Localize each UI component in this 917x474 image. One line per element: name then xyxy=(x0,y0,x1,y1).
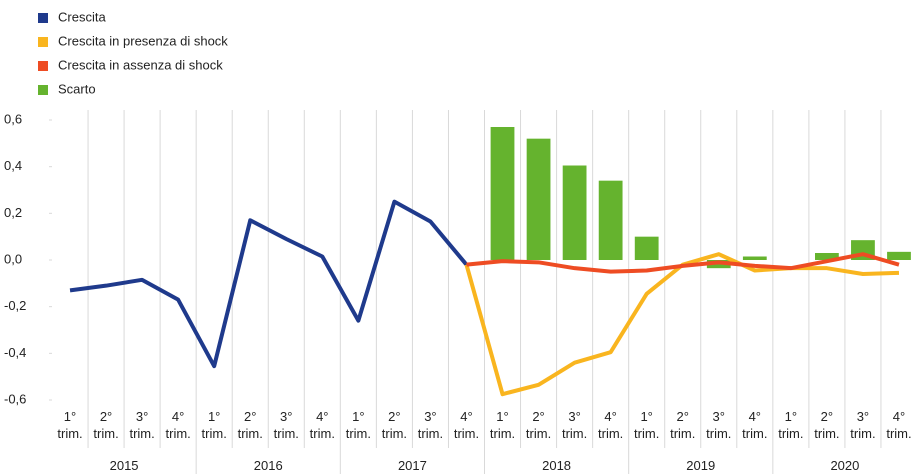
x-tick-label: 3° trim. xyxy=(129,409,155,441)
legend-swatch xyxy=(38,37,48,47)
bar xyxy=(742,256,767,260)
bar xyxy=(634,236,659,260)
year-label: 2020 xyxy=(830,458,860,473)
year-label: 2019 xyxy=(686,458,716,473)
y-tick-label: 0,4 xyxy=(4,158,22,173)
x-tick-label: 2° trim. xyxy=(525,409,552,441)
x-tick-label: 1° trim. xyxy=(489,409,516,441)
bar xyxy=(815,253,839,260)
x-tick-label: 2° trim. xyxy=(814,409,840,441)
line xyxy=(466,252,900,274)
bar xyxy=(562,165,587,260)
x-tick-label: 3° trim. xyxy=(706,409,732,441)
y-tick-label: 0,6 xyxy=(4,111,22,126)
x-tick-label: 1° trim. xyxy=(778,409,804,441)
y-tick-label: -0,4 xyxy=(4,345,26,360)
legend-label: Crescita xyxy=(58,9,106,24)
year-label: 2018 xyxy=(542,458,572,473)
line xyxy=(69,199,469,369)
x-tick-label: 4° trim. xyxy=(598,409,624,441)
x-tick-label: 1° trim. xyxy=(201,409,227,441)
y-tick-label: 0,2 xyxy=(4,205,22,220)
year-label: 2017 xyxy=(397,458,427,473)
x-tick-label: 2° trim. xyxy=(670,409,696,441)
bar xyxy=(887,251,911,260)
x-tick-label: 4° trim. xyxy=(165,409,191,441)
x-tick-label: 4° trim. xyxy=(309,409,335,441)
x-tick-label: 2° trim. xyxy=(381,409,408,441)
year-label: 2015 xyxy=(109,458,139,473)
bar xyxy=(598,180,623,260)
line xyxy=(464,252,900,397)
bar xyxy=(526,138,551,260)
legend-swatch xyxy=(38,85,48,95)
x-tick-label: 1° trim. xyxy=(57,409,83,441)
y-tick-label: -0,6 xyxy=(4,391,26,406)
x-tick-label: 3° trim. xyxy=(273,409,299,441)
x-tick-label: 1° trim. xyxy=(634,409,660,441)
x-tick-label: 3° trim. xyxy=(850,409,876,441)
x-tick-label: 4° trim. xyxy=(742,409,768,441)
x-tick-label: 2° trim. xyxy=(93,409,119,441)
y-tick-label: -0,2 xyxy=(4,298,26,313)
legend-label: Crescita in presenza di shock xyxy=(58,33,228,48)
legend-label: Scarto xyxy=(58,81,96,96)
x-tick-label: 4° trim. xyxy=(453,409,480,441)
x-tick-label: 3° trim. xyxy=(561,409,588,441)
x-tick-label: 4° trim. xyxy=(886,409,912,441)
x-tick-label: 1° trim. xyxy=(345,409,371,441)
x-tick-label: 3° trim. xyxy=(417,409,444,441)
legend-swatch xyxy=(38,13,48,23)
legend-label: Crescita in assenza di shock xyxy=(58,57,223,72)
y-tick-label: 0,0 xyxy=(4,251,22,266)
year-label: 2016 xyxy=(253,458,283,473)
x-tick-label: 2° trim. xyxy=(237,409,263,441)
legend-swatch xyxy=(38,61,48,71)
bar xyxy=(490,127,515,260)
